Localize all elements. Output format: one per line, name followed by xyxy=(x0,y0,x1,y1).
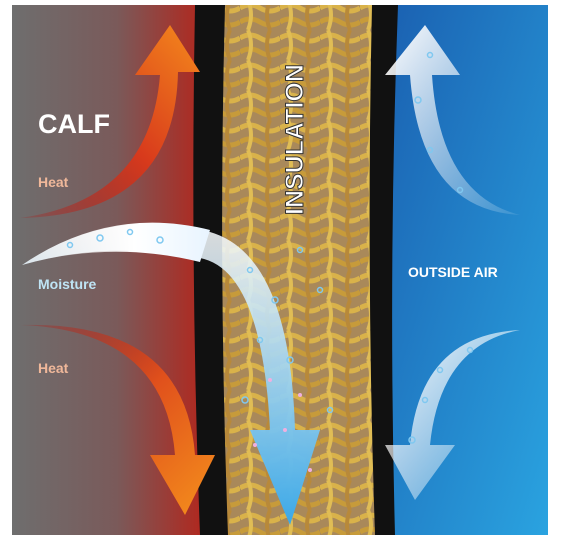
heat-label: Heat xyxy=(38,360,69,376)
calf-title: CALF xyxy=(38,109,110,139)
page: CALF Heat Moisture Heat INSULATION OUTSI… xyxy=(0,0,561,538)
heat-label: Heat xyxy=(38,174,69,190)
moisture-label: Moisture xyxy=(38,276,97,292)
outside-air-title: OUTSIDE AIR xyxy=(408,264,498,280)
insulation-title: INSULATION xyxy=(281,64,309,215)
diagram: CALF Heat Moisture Heat INSULATION OUTSI… xyxy=(0,0,561,538)
